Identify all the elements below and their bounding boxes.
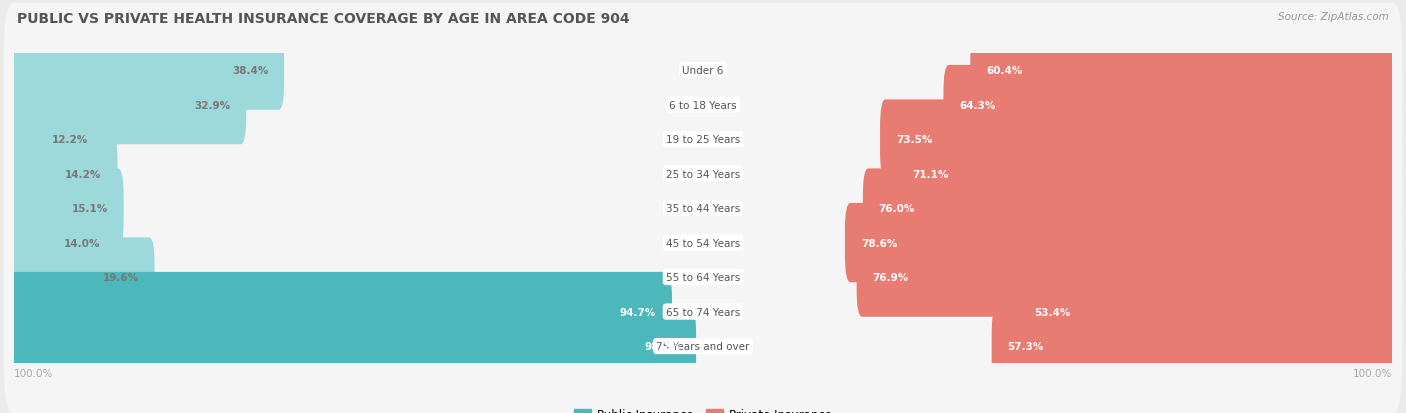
- Text: PUBLIC VS PRIVATE HEALTH INSURANCE COVERAGE BY AGE IN AREA CODE 904: PUBLIC VS PRIVATE HEALTH INSURANCE COVER…: [17, 12, 630, 26]
- Text: 19 to 25 Years: 19 to 25 Years: [666, 135, 740, 145]
- Text: 71.1%: 71.1%: [912, 169, 949, 179]
- FancyBboxPatch shape: [4, 244, 1402, 379]
- Text: 76.0%: 76.0%: [879, 204, 915, 214]
- Text: 14.0%: 14.0%: [63, 238, 100, 248]
- Text: 53.4%: 53.4%: [1035, 307, 1071, 317]
- FancyBboxPatch shape: [8, 238, 155, 317]
- Text: 64.3%: 64.3%: [959, 100, 995, 110]
- FancyBboxPatch shape: [4, 176, 1402, 311]
- FancyBboxPatch shape: [4, 72, 1402, 207]
- FancyBboxPatch shape: [4, 38, 1402, 173]
- Text: 98.2%: 98.2%: [644, 341, 681, 351]
- Text: 35 to 44 Years: 35 to 44 Years: [666, 204, 740, 214]
- Text: 19.6%: 19.6%: [103, 273, 139, 282]
- FancyBboxPatch shape: [970, 31, 1398, 111]
- Text: 38.4%: 38.4%: [232, 66, 269, 76]
- FancyBboxPatch shape: [863, 169, 1398, 248]
- Text: 57.3%: 57.3%: [1008, 341, 1043, 351]
- Text: 65 to 74 Years: 65 to 74 Years: [666, 307, 740, 317]
- Text: 100.0%: 100.0%: [14, 368, 53, 379]
- Text: 45 to 54 Years: 45 to 54 Years: [666, 238, 740, 248]
- Text: 14.2%: 14.2%: [65, 169, 101, 179]
- FancyBboxPatch shape: [845, 204, 1398, 282]
- FancyBboxPatch shape: [8, 204, 117, 282]
- Legend: Public Insurance, Private Insurance: Public Insurance, Private Insurance: [569, 404, 837, 413]
- FancyBboxPatch shape: [8, 135, 117, 214]
- Text: 75 Years and over: 75 Years and over: [657, 341, 749, 351]
- Text: 55 to 64 Years: 55 to 64 Years: [666, 273, 740, 282]
- Text: Source: ZipAtlas.com: Source: ZipAtlas.com: [1278, 12, 1389, 22]
- FancyBboxPatch shape: [4, 107, 1402, 242]
- FancyBboxPatch shape: [8, 31, 284, 111]
- Text: 6 to 18 Years: 6 to 18 Years: [669, 100, 737, 110]
- Text: 94.7%: 94.7%: [620, 307, 657, 317]
- Text: Under 6: Under 6: [682, 66, 724, 76]
- FancyBboxPatch shape: [991, 306, 1398, 386]
- Text: 32.9%: 32.9%: [194, 100, 231, 110]
- Text: 78.6%: 78.6%: [860, 238, 897, 248]
- FancyBboxPatch shape: [1018, 272, 1398, 351]
- Text: 12.2%: 12.2%: [52, 135, 87, 145]
- FancyBboxPatch shape: [8, 169, 124, 248]
- FancyBboxPatch shape: [8, 66, 246, 145]
- FancyBboxPatch shape: [4, 3, 1402, 138]
- FancyBboxPatch shape: [880, 100, 1398, 179]
- Text: 76.9%: 76.9%: [873, 273, 908, 282]
- FancyBboxPatch shape: [897, 135, 1398, 214]
- Text: 73.5%: 73.5%: [896, 135, 932, 145]
- Text: 25 to 34 Years: 25 to 34 Years: [666, 169, 740, 179]
- Text: 100.0%: 100.0%: [1353, 368, 1392, 379]
- FancyBboxPatch shape: [4, 210, 1402, 345]
- FancyBboxPatch shape: [4, 279, 1402, 413]
- Text: 60.4%: 60.4%: [986, 66, 1022, 76]
- FancyBboxPatch shape: [943, 66, 1398, 145]
- Text: 15.1%: 15.1%: [72, 204, 108, 214]
- FancyBboxPatch shape: [856, 238, 1398, 317]
- FancyBboxPatch shape: [8, 306, 696, 386]
- FancyBboxPatch shape: [4, 141, 1402, 276]
- FancyBboxPatch shape: [8, 272, 672, 351]
- FancyBboxPatch shape: [8, 100, 104, 179]
